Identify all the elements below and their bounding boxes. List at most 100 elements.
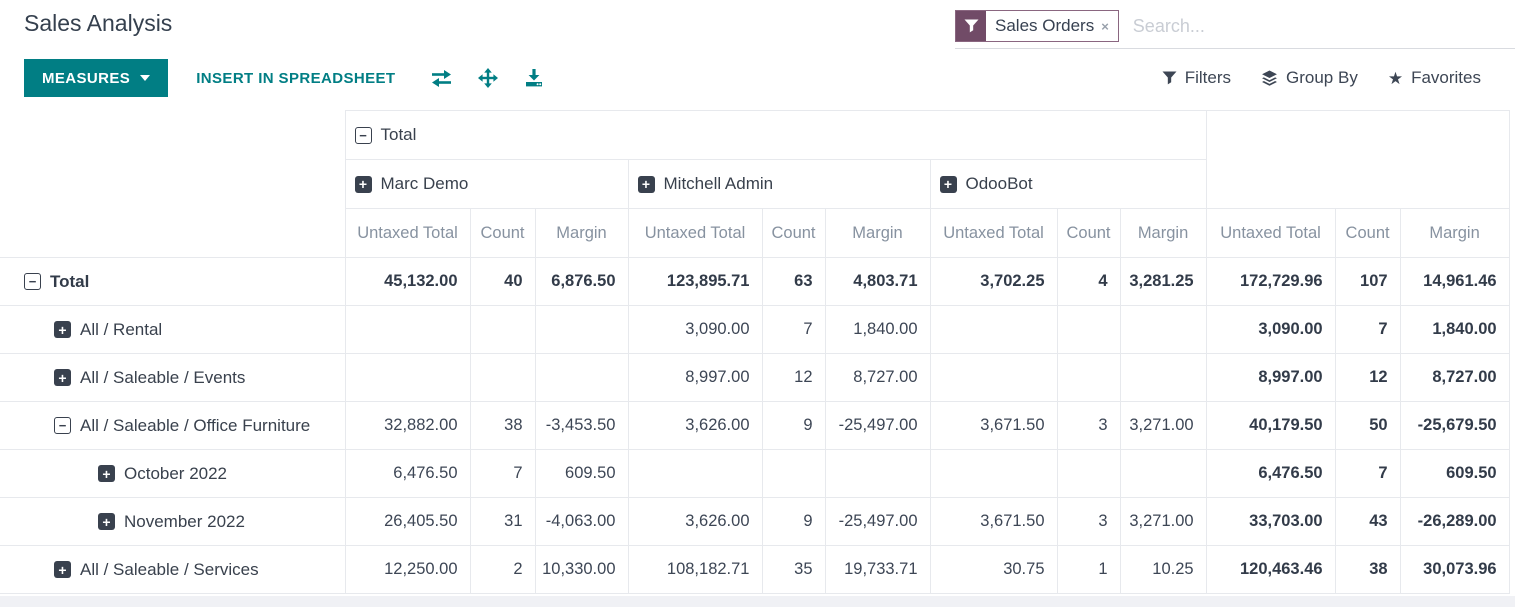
pivot-cell[interactable]: 26,405.50: [344, 497, 471, 546]
pivot-cell[interactable]: 45,132.00: [344, 257, 471, 306]
pivot-col-group-mitchell-admin[interactable]: + Mitchell Admin: [627, 159, 931, 209]
filters-menu[interactable]: Filters: [1162, 68, 1231, 88]
pivot-cell[interactable]: 7: [1334, 449, 1401, 498]
pivot-cell[interactable]: 3,702.25: [929, 257, 1058, 306]
pivot-measure-untaxed-total[interactable]: Untaxed Total: [345, 208, 471, 258]
pivot-cell[interactable]: 7: [761, 305, 826, 354]
pivot-measure-count[interactable]: Count: [761, 208, 826, 258]
pivot-cell[interactable]: 3,090.00: [1205, 305, 1336, 354]
pivot-cell[interactable]: [534, 305, 629, 354]
pivot-cell[interactable]: 8,997.00: [627, 353, 763, 402]
download-xlsx-icon[interactable]: [524, 69, 544, 87]
expand-all-icon[interactable]: [478, 68, 499, 88]
pivot-cell[interactable]: 38: [1334, 545, 1401, 594]
pivot-cell[interactable]: 7: [469, 449, 536, 498]
pivot-cell[interactable]: 3,271.00: [1119, 401, 1207, 450]
pivot-row-header-all-rental[interactable]: + All / Rental: [0, 305, 346, 354]
pivot-cell[interactable]: 10,330.00: [534, 545, 629, 594]
pivot-cell[interactable]: 4,803.71: [824, 257, 931, 306]
pivot-cell[interactable]: [1056, 353, 1121, 402]
pivot-row-header-all-saleable-office-furniture[interactable]: − All / Saleable / Office Furniture: [0, 401, 346, 450]
pivot-cell[interactable]: 12: [761, 353, 826, 402]
pivot-measure-margin[interactable]: Margin: [534, 208, 629, 258]
pivot-cell[interactable]: 108,182.71: [627, 545, 763, 594]
pivot-cell[interactable]: [534, 353, 629, 402]
pivot-cell[interactable]: 35: [761, 545, 826, 594]
pivot-cell[interactable]: 6,476.50: [1205, 449, 1336, 498]
pivot-cell[interactable]: 3: [1056, 401, 1121, 450]
pivot-cell[interactable]: [929, 449, 1058, 498]
pivot-cell[interactable]: 3,281.25: [1119, 257, 1207, 306]
pivot-measure-margin[interactable]: Margin: [824, 208, 931, 258]
pivot-measure-untaxed-total[interactable]: Untaxed Total: [1205, 208, 1336, 258]
pivot-measure-untaxed-total[interactable]: Untaxed Total: [929, 208, 1058, 258]
pivot-cell[interactable]: 3,671.50: [929, 497, 1058, 546]
pivot-cell[interactable]: 3,626.00: [627, 497, 763, 546]
pivot-col-root-total[interactable]: − Total: [344, 110, 1207, 160]
pivot-row-header-november-2022[interactable]: + November 2022: [0, 497, 346, 546]
pivot-cell[interactable]: 8,727.00: [824, 353, 931, 402]
pivot-cell[interactable]: 172,729.96: [1205, 257, 1336, 306]
pivot-cell[interactable]: 6,876.50: [534, 257, 629, 306]
pivot-cell[interactable]: 9: [761, 401, 826, 450]
facet-remove-icon[interactable]: ×: [1101, 18, 1109, 34]
pivot-cell[interactable]: [1119, 353, 1207, 402]
pivot-row-header-october-2022[interactable]: + October 2022: [0, 449, 346, 498]
pivot-cell[interactable]: [761, 449, 826, 498]
pivot-cell[interactable]: 120,463.46: [1205, 545, 1336, 594]
pivot-cell[interactable]: 3,271.00: [1119, 497, 1207, 546]
pivot-cell[interactable]: 3: [1056, 497, 1121, 546]
pivot-cell[interactable]: 3,671.50: [929, 401, 1058, 450]
pivot-cell[interactable]: [627, 449, 763, 498]
pivot-cell[interactable]: [344, 305, 471, 354]
pivot-cell[interactable]: 609.50: [534, 449, 629, 498]
group-by-menu[interactable]: Group By: [1261, 68, 1358, 88]
pivot-cell[interactable]: 14,961.46: [1399, 257, 1510, 306]
pivot-cell[interactable]: 50: [1334, 401, 1401, 450]
pivot-cell[interactable]: -25,497.00: [824, 497, 931, 546]
pivot-cell[interactable]: 4: [1056, 257, 1121, 306]
pivot-cell[interactable]: -26,289.00: [1399, 497, 1510, 546]
pivot-cell[interactable]: 10.25: [1119, 545, 1207, 594]
pivot-cell[interactable]: 40: [469, 257, 536, 306]
pivot-cell[interactable]: 32,882.00: [344, 401, 471, 450]
pivot-cell[interactable]: 19,733.71: [824, 545, 931, 594]
pivot-cell[interactable]: -25,497.00: [824, 401, 931, 450]
pivot-col-group-marc-demo[interactable]: + Marc Demo: [345, 159, 629, 209]
insert-in-spreadsheet-button[interactable]: INSERT IN SPREADSHEET: [196, 69, 396, 87]
pivot-cell[interactable]: 30.75: [929, 545, 1058, 594]
pivot-row-header-total[interactable]: − Total: [0, 257, 346, 306]
pivot-row-header-all-saleable-events[interactable]: + All / Saleable / Events: [0, 353, 346, 402]
pivot-cell[interactable]: -25,679.50: [1399, 401, 1510, 450]
pivot-cell[interactable]: 6,476.50: [344, 449, 471, 498]
pivot-cell[interactable]: [1056, 449, 1121, 498]
pivot-cell[interactable]: 9: [761, 497, 826, 546]
pivot-cell[interactable]: 33,703.00: [1205, 497, 1336, 546]
pivot-cell[interactable]: 609.50: [1399, 449, 1510, 498]
pivot-cell[interactable]: [1119, 305, 1207, 354]
pivot-cell[interactable]: [344, 353, 471, 402]
pivot-cell[interactable]: [469, 305, 536, 354]
pivot-measure-untaxed-total[interactable]: Untaxed Total: [627, 208, 763, 258]
search-facet[interactable]: Sales Orders ×: [955, 10, 1119, 42]
pivot-measure-count[interactable]: Count: [469, 208, 536, 258]
pivot-cell[interactable]: [824, 449, 931, 498]
pivot-measure-count[interactable]: Count: [1334, 208, 1401, 258]
pivot-cell[interactable]: 3,626.00: [627, 401, 763, 450]
pivot-cell[interactable]: [1056, 305, 1121, 354]
pivot-cell[interactable]: -4,063.00: [534, 497, 629, 546]
pivot-cell[interactable]: 12,250.00: [344, 545, 471, 594]
pivot-cell[interactable]: 3,090.00: [627, 305, 763, 354]
pivot-measure-margin[interactable]: Margin: [1119, 208, 1207, 258]
pivot-col-group-odoobot[interactable]: + OdooBot: [929, 159, 1207, 209]
pivot-cell[interactable]: 8,997.00: [1205, 353, 1336, 402]
pivot-cell[interactable]: 31: [469, 497, 536, 546]
pivot-cell[interactable]: 63: [761, 257, 826, 306]
pivot-measure-count[interactable]: Count: [1056, 208, 1121, 258]
pivot-cell[interactable]: [1119, 449, 1207, 498]
pivot-cell[interactable]: -3,453.50: [534, 401, 629, 450]
search-bar[interactable]: Sales Orders × Search...: [955, 6, 1515, 49]
pivot-cell[interactable]: 30,073.96: [1399, 545, 1510, 594]
pivot-cell[interactable]: 12: [1334, 353, 1401, 402]
favorites-menu[interactable]: ★ Favorites: [1388, 68, 1481, 88]
